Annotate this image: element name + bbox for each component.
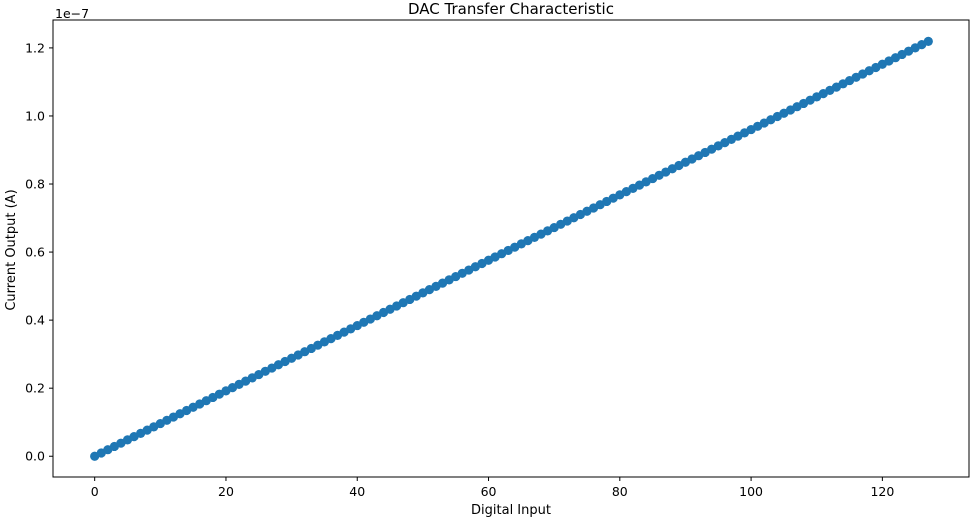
- y-tick-label: 0.6: [25, 245, 45, 260]
- y-axis: 0.0 0.2 0.4 0.6 0.8 1.0 1.2: [25, 40, 53, 464]
- chart-title: DAC Transfer Characteristic: [408, 0, 614, 18]
- x-tick-label: 100: [739, 484, 763, 499]
- y-tick-label: 0.0: [25, 449, 45, 464]
- y-axis-offset-label: 1e−7: [55, 6, 89, 21]
- x-axis-label: Digital Input: [471, 503, 551, 518]
- plot-area: [52, 19, 970, 478]
- data-series: [90, 36, 933, 461]
- y-tick-label: 1.0: [25, 108, 45, 123]
- x-axis: 0 20 40 60 80 100 120: [91, 477, 894, 499]
- y-tick-label: 0.8: [25, 177, 45, 192]
- x-tick-label: 80: [612, 484, 628, 499]
- y-tick-label: 1.2: [25, 40, 45, 55]
- y-tick-label: 0.2: [25, 381, 45, 396]
- x-tick-label: 60: [481, 484, 497, 499]
- y-axis-label: Current Output (A): [4, 189, 19, 310]
- data-point: [923, 36, 933, 46]
- plot-frame: [52, 19, 970, 478]
- x-tick-label: 120: [870, 484, 894, 499]
- x-tick-label: 0: [91, 484, 99, 499]
- x-tick-label: 20: [218, 484, 234, 499]
- y-tick-label: 0.4: [25, 313, 45, 328]
- x-tick-label: 40: [349, 484, 365, 499]
